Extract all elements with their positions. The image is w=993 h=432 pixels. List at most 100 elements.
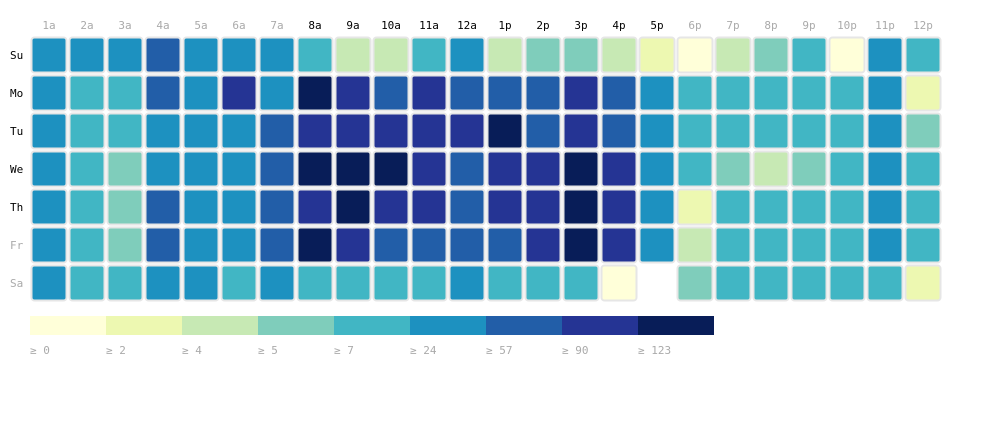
heatmap-cell <box>220 150 258 188</box>
heatmap-cell <box>828 74 866 112</box>
heatmap-cell <box>866 188 904 226</box>
heatmap-cell <box>752 188 790 226</box>
heatmap-cell <box>676 112 714 150</box>
legend-swatch <box>182 316 258 335</box>
heatmap-cell <box>600 150 638 188</box>
column-label: 11a <box>419 19 439 32</box>
row-label: Mo <box>10 87 23 100</box>
heatmap-cell <box>486 226 524 264</box>
heatmap-cell <box>638 74 676 112</box>
legend-label: ≥ 57 <box>486 344 513 357</box>
heatmap-cell <box>258 264 296 302</box>
heatmap-cell <box>220 226 258 264</box>
heatmap-cell <box>372 226 410 264</box>
heatmap-cell <box>714 36 752 74</box>
heatmap-cell <box>410 226 448 264</box>
column-label: 11p <box>875 19 895 32</box>
heatmap-cell <box>562 150 600 188</box>
heatmap-cell <box>524 264 562 302</box>
heatmap-cell <box>258 74 296 112</box>
heatmap-cell <box>68 188 106 226</box>
heatmap-cell <box>600 36 638 74</box>
heatmap-cell <box>904 112 942 150</box>
heatmap-cell <box>562 188 600 226</box>
heatmap-cell <box>448 226 486 264</box>
heatmap-cell <box>524 74 562 112</box>
row-label: Su <box>10 49 23 62</box>
heatmap-cell <box>790 226 828 264</box>
heatmap-cell <box>866 264 904 302</box>
heatmap-cell <box>714 74 752 112</box>
heatmap-cell <box>182 112 220 150</box>
heatmap-cell <box>410 188 448 226</box>
row-label: Th <box>10 201 23 214</box>
heatmap-cell <box>182 36 220 74</box>
legend-swatch <box>106 316 182 335</box>
heatmap-cell <box>68 226 106 264</box>
heatmap-cell <box>334 36 372 74</box>
heatmap-cell <box>68 36 106 74</box>
heatmap-cell <box>638 36 676 74</box>
heatmap-cell <box>68 264 106 302</box>
legend-swatch <box>410 316 486 335</box>
heatmap-cell <box>676 150 714 188</box>
column-label: 9a <box>346 19 359 32</box>
heatmap-cell <box>372 150 410 188</box>
heatmap-cell <box>790 36 828 74</box>
legend-label: ≥ 123 <box>638 344 671 357</box>
column-label: 3p <box>574 19 587 32</box>
heatmap-cell <box>296 188 334 226</box>
column-label: 9p <box>802 19 815 32</box>
heatmap-cell <box>220 188 258 226</box>
heatmap-cell <box>752 264 790 302</box>
legend-label: ≥ 4 <box>182 344 202 357</box>
heatmap-cell <box>790 74 828 112</box>
heatmap-cell <box>30 112 68 150</box>
heatmap-cell <box>30 226 68 264</box>
heatmap-cell <box>486 264 524 302</box>
heatmap-cell <box>486 36 524 74</box>
heatmap-cell <box>562 112 600 150</box>
heatmap-cell <box>524 36 562 74</box>
heatmap-cell <box>30 188 68 226</box>
heatmap-cell <box>828 188 866 226</box>
heatmap-cell <box>448 36 486 74</box>
heatmap-cell <box>714 150 752 188</box>
column-label: 8a <box>308 19 321 32</box>
legend-label: ≥ 0 <box>30 344 50 357</box>
heatmap-cell <box>638 150 676 188</box>
heatmap-cell <box>790 264 828 302</box>
heatmap-cell <box>676 264 714 302</box>
column-label: 1p <box>498 19 511 32</box>
heatmap-cell <box>220 264 258 302</box>
heatmap-cell <box>866 226 904 264</box>
heatmap-cell <box>676 188 714 226</box>
heatmap-cell <box>600 226 638 264</box>
heatmap-cell <box>714 226 752 264</box>
heatmap-cell <box>372 264 410 302</box>
heatmap-cell <box>904 36 942 74</box>
heatmap-cell <box>106 36 144 74</box>
heatmap-cell <box>372 36 410 74</box>
column-label: 7a <box>270 19 283 32</box>
heatmap-cell <box>144 74 182 112</box>
heatmap-cell <box>258 36 296 74</box>
heatmap-cell <box>486 150 524 188</box>
heatmap-cell <box>752 36 790 74</box>
heatmap-cell <box>714 264 752 302</box>
row-label: We <box>10 163 23 176</box>
heatmap-cell <box>562 74 600 112</box>
heatmap-cell <box>676 226 714 264</box>
heatmap-cell <box>144 36 182 74</box>
heatmap-cell <box>334 264 372 302</box>
heatmap-cell <box>334 188 372 226</box>
heatmap-cell <box>676 74 714 112</box>
heatmap-cell <box>410 74 448 112</box>
column-label: 12p <box>913 19 933 32</box>
legend-swatch <box>638 316 714 335</box>
heatmap-cell <box>182 226 220 264</box>
heatmap-cell <box>334 226 372 264</box>
heatmap-cell <box>600 74 638 112</box>
heatmap-cell <box>562 36 600 74</box>
